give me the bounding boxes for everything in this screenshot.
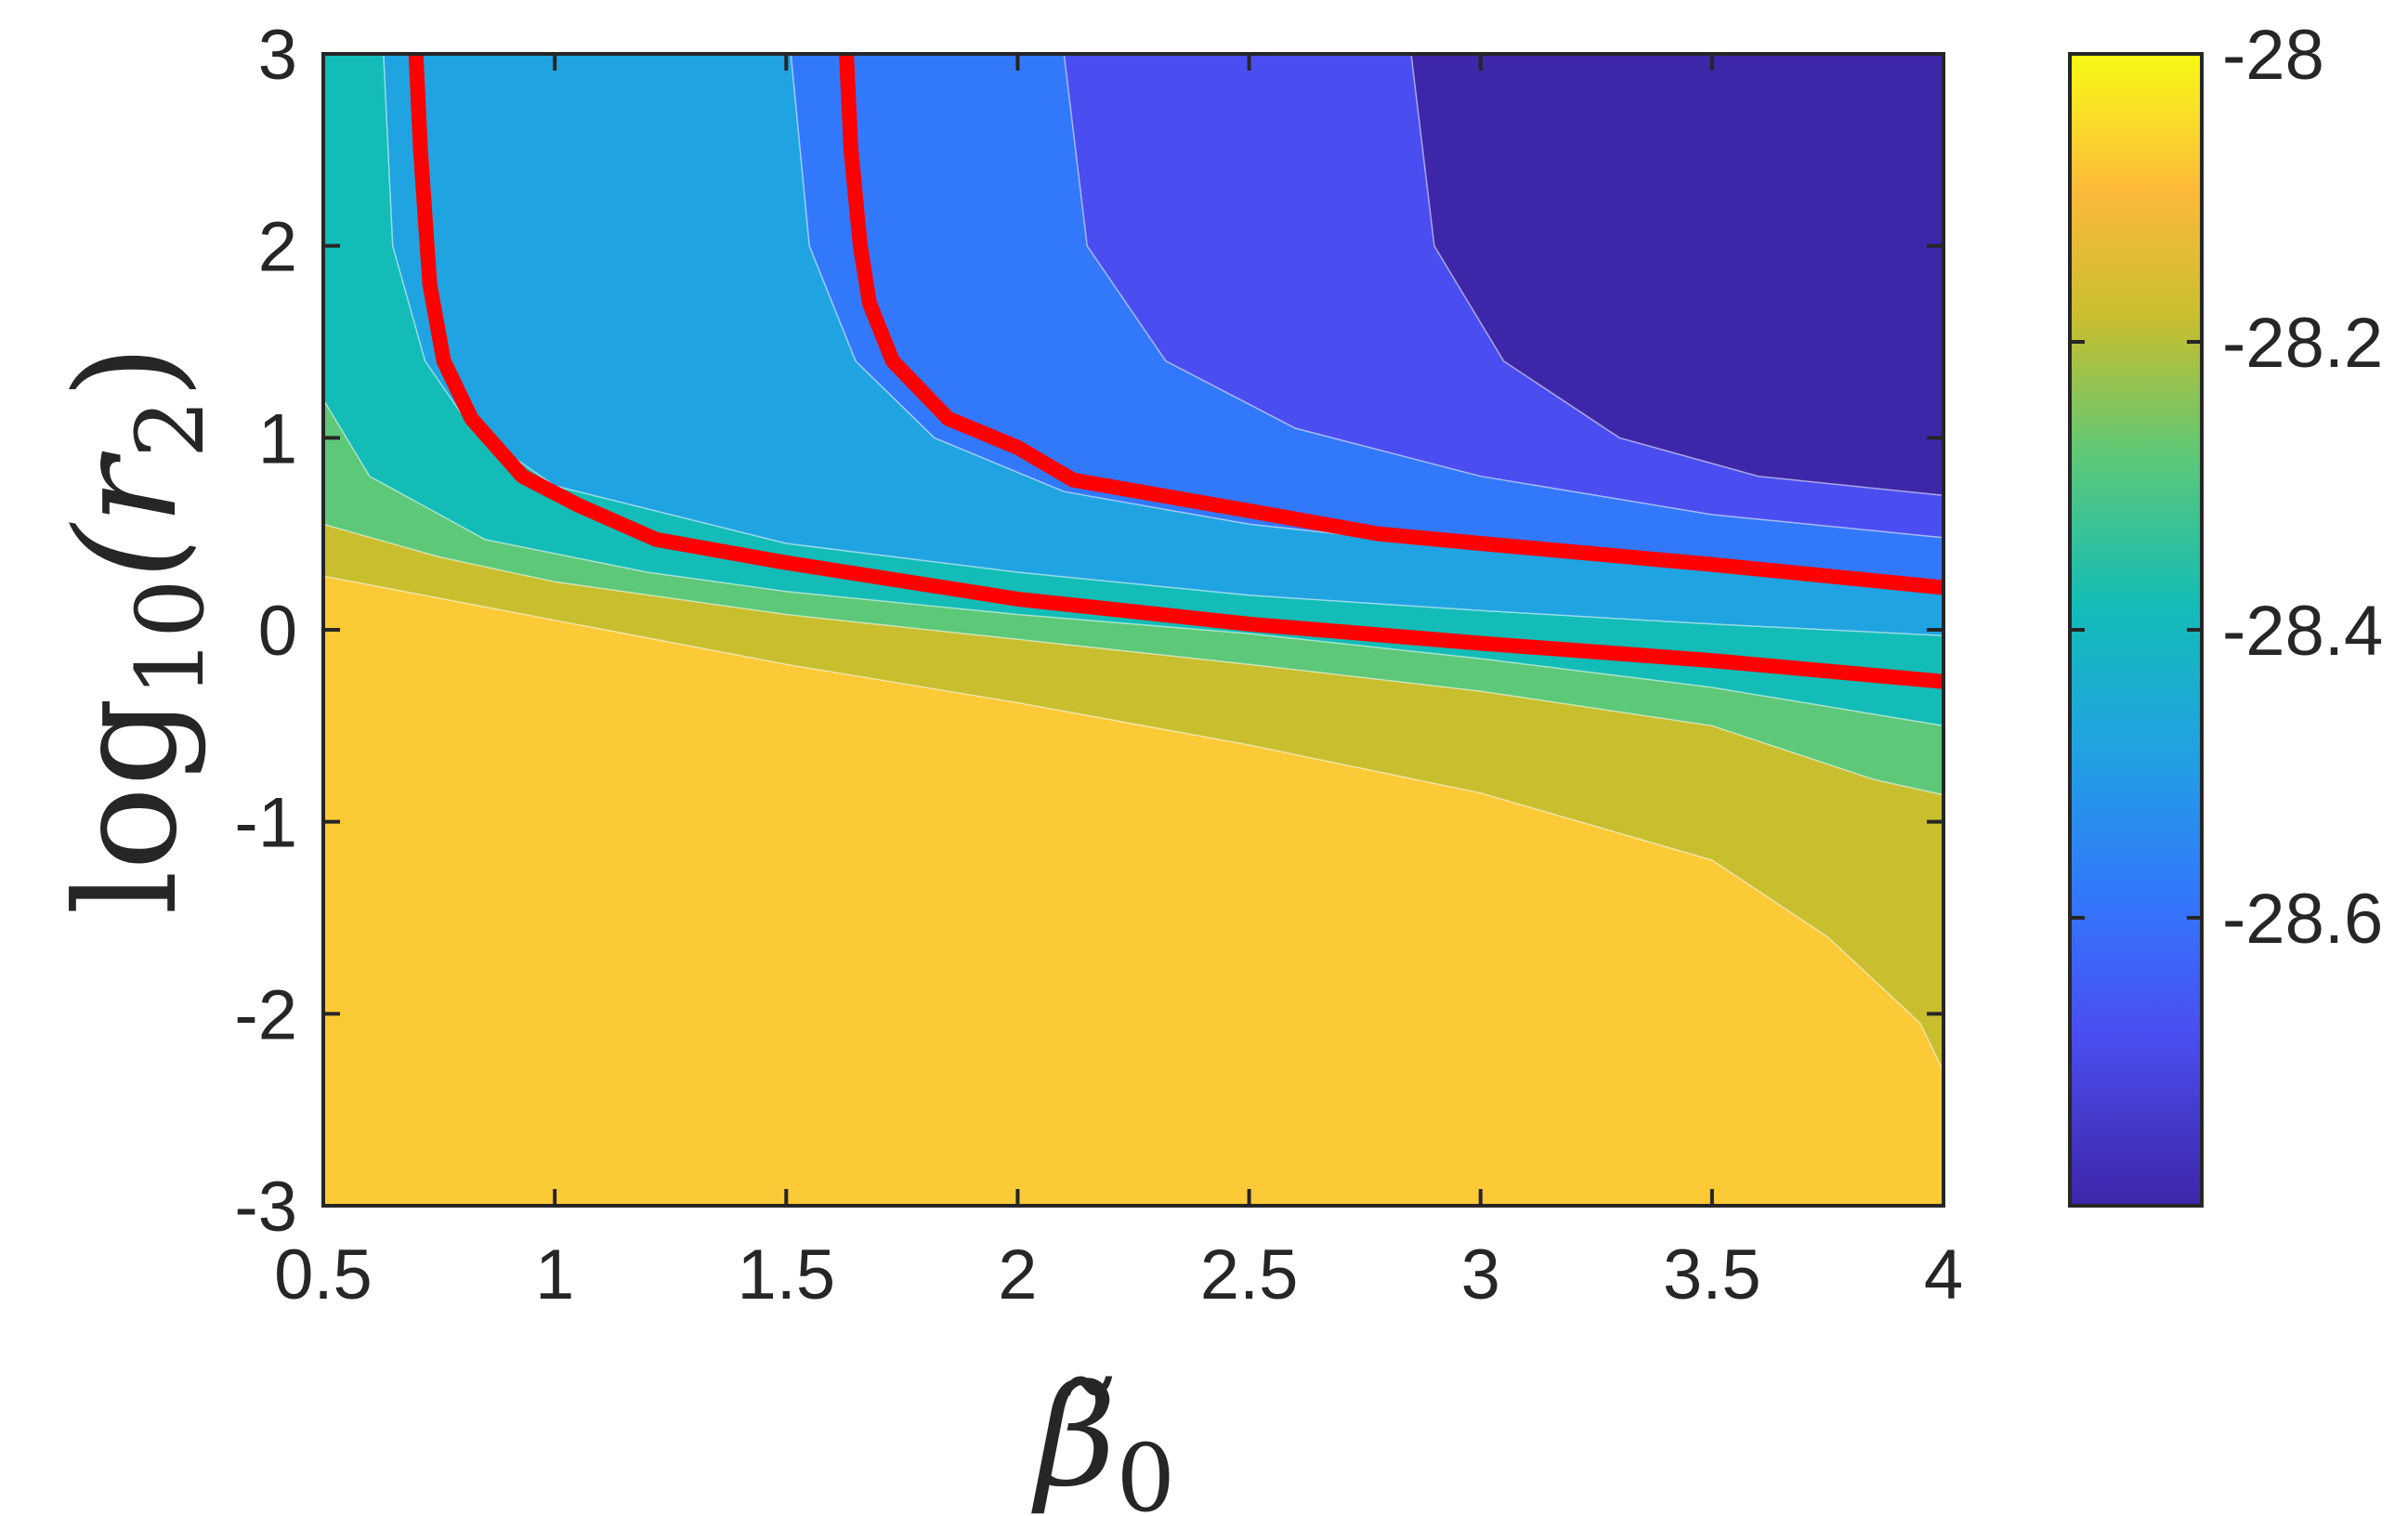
highlight-contour-line: [839, 54, 1943, 595]
contour-band: [323, 575, 1943, 1206]
y-tick-label: 3: [258, 16, 297, 95]
y-tick-label: 0: [258, 592, 297, 671]
colorbar-tick-label: -28: [2222, 16, 2324, 95]
y-axis-label-prefix: log: [46, 698, 208, 915]
y-tick-label: 2: [258, 208, 297, 287]
highlight-contour-line: [408, 54, 1943, 689]
y-tick-label: -1: [234, 784, 297, 863]
x-tick-label: 2.5: [1200, 1235, 1299, 1314]
colorbar: [2068, 52, 2204, 1208]
x-axis-label-sub: 0: [1117, 1424, 1176, 1516]
colorbar-tick-label: -28.2: [2222, 304, 2383, 383]
y-tick-label: -2: [234, 975, 297, 1054]
colorbar-tick-label: -28.6: [2222, 880, 2383, 959]
y-axis-label-close: ): [46, 345, 208, 399]
x-axis-label-base: β̃: [1031, 1356, 1117, 1516]
colorbar-axis: -28 -28.2 -28.4 -28.6: [2070, 16, 2383, 959]
y-axis: 3 2 1 0 -1 -2 -3: [234, 16, 1943, 1247]
colorbar-tick-label: -28.4: [2222, 592, 2383, 671]
x-tick-label: 3: [1461, 1235, 1500, 1314]
x-tick-label: 3.5: [1663, 1235, 1761, 1314]
y-axis-label: log10(r2): [46, 345, 225, 915]
highlight-contours: [408, 54, 1943, 689]
x-axis-label: β̃0: [1031, 1356, 1175, 1516]
y-tick-label: 1: [258, 399, 297, 478]
x-tick-label: 2: [998, 1235, 1037, 1314]
y-tick-label: -3: [234, 1168, 297, 1247]
plot-area: [323, 54, 1943, 1206]
y-axis-label-arg-sub: 2: [116, 399, 225, 459]
x-tick-label: 1: [535, 1235, 574, 1314]
contour-bands: [323, 54, 1943, 1206]
y-axis-label-sub: 10: [116, 579, 225, 697]
x-tick-label: 4: [1924, 1235, 1963, 1314]
x-tick-label: 1.5: [737, 1235, 835, 1314]
x-axis: 0.5 1 1.5 2 2.5 3 3.5 4: [274, 54, 1963, 1314]
y-axis-label-arg: (r: [46, 451, 208, 580]
x-tick-label: 0.5: [274, 1235, 373, 1314]
